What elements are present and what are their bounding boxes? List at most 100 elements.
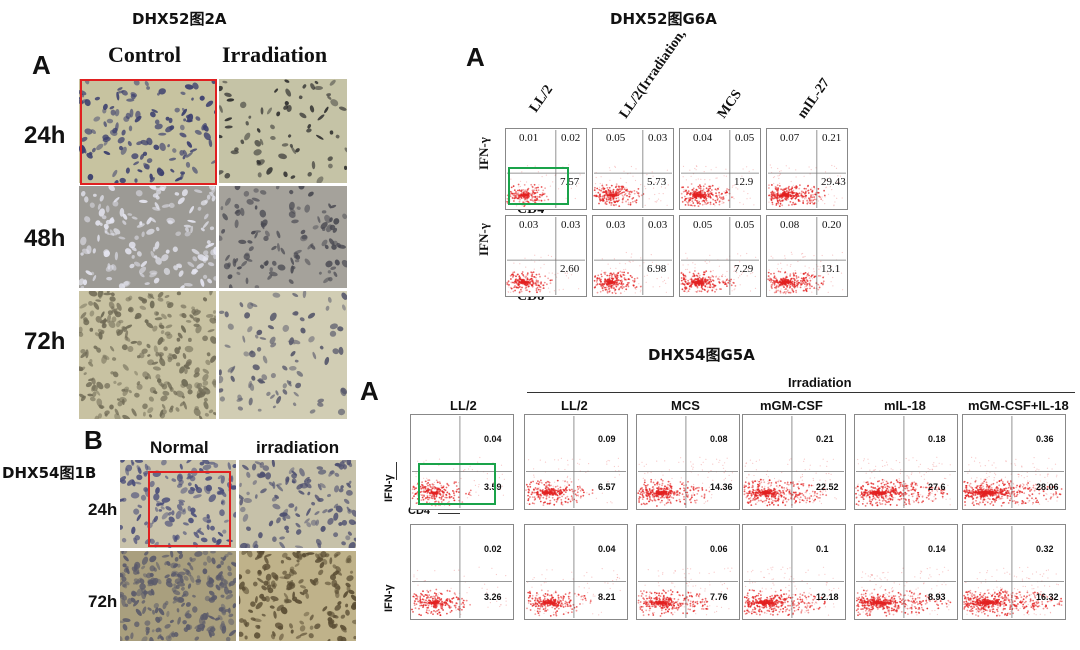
- fig1-row-72h: 72h: [24, 328, 66, 355]
- micrograph-control-48h: [79, 186, 216, 288]
- fig4-r2-c3-lr: 7.76: [710, 592, 728, 602]
- fig2-r2-c2-ul: 0.03: [606, 219, 626, 231]
- fig4-plot-r1-c2: [524, 414, 628, 510]
- micrograph-cells: [79, 291, 216, 419]
- micrograph-irradiation-72h-b: [239, 551, 356, 641]
- fig4-col-mcs: MCS: [671, 398, 700, 413]
- fig4-plot-r2-c6: [962, 524, 1066, 620]
- fig4-plot-r1-c4: [742, 414, 846, 510]
- fig4-r1-c2-lr: 6.57: [598, 482, 616, 492]
- fig4-r1-c1-ur: 0.04: [484, 434, 502, 444]
- micrograph-irradiation-72h: [219, 291, 347, 419]
- fig4-r1-c4-lr: 22.52: [816, 482, 839, 492]
- fig2-plot-r2-c1: [505, 215, 587, 297]
- micrograph-cells: [219, 186, 347, 288]
- micrograph-cells: [120, 460, 236, 548]
- fig4-r2-c2-ur: 0.04: [598, 544, 616, 554]
- fig2-gate-highlight: [508, 167, 569, 205]
- fig2-r2-c1-ur: 0.03: [561, 219, 581, 231]
- micrograph-normal-24h: [120, 460, 236, 548]
- fig2-r1-c2-lr: 5.73: [647, 176, 667, 188]
- fig4-plot-r1-c1: [410, 414, 514, 510]
- fig4-gate-highlight: [418, 463, 496, 505]
- micrograph-normal-72h: [120, 551, 236, 641]
- fig4-r1-c3-lr: 14.36: [710, 482, 733, 492]
- fig2-r1-c4-ul: 0.07: [780, 132, 800, 144]
- highlight-box-normal-24h: [148, 471, 231, 547]
- fig2-r1-c3-ul: 0.04: [693, 132, 713, 144]
- fig2-plot-r1-c1: [505, 128, 587, 210]
- fig2-r1-c2-ul: 0.05: [606, 132, 626, 144]
- fig4-r2-c1-ur: 0.02: [484, 544, 502, 554]
- fig4-col-ll2: LL/2: [450, 398, 477, 413]
- fig4-r1-c4-ur: 0.21: [816, 434, 834, 444]
- fig2-r2-c3-lr: 7.29: [734, 263, 754, 275]
- fig1-row-24h: 24h: [24, 122, 66, 149]
- fig4-plot-r1-c3: [636, 414, 740, 510]
- fig3-row-72h: 72h: [88, 592, 118, 611]
- fig4-r2-c4-lr: 12.18: [816, 592, 839, 602]
- fig2-r2-c2-ur: 0.03: [648, 219, 668, 231]
- fig2-r2-c4-lr: 13.1: [821, 263, 841, 275]
- fig3-col-irradiation: irradiation: [256, 438, 340, 457]
- micrograph-cells: [239, 460, 356, 548]
- highlight-box-control-24h: [80, 79, 217, 185]
- fig2-r1-c1-ur: 0.02: [561, 132, 581, 144]
- fig4-row2-ylabel: IFN-γ: [383, 584, 395, 613]
- fig4-r2-c4-ur: 0.1: [816, 544, 829, 554]
- fig4-col-combo: mGM-CSF+IL-18: [968, 398, 1069, 413]
- fig4-r1-c3-ur: 0.08: [710, 434, 728, 444]
- fig2-col-ll2: LL/2: [526, 82, 557, 116]
- fig4-col-ll2-irr: LL/2: [561, 398, 588, 413]
- fig2-r2-c2-lr: 6.98: [647, 263, 667, 275]
- fig4-col-mgmcsf: mGM-CSF: [760, 398, 823, 413]
- fig1-row-48h: 48h: [24, 225, 66, 252]
- fig4-col-mil18: mIL-18: [884, 398, 926, 413]
- fig4-r2-c2-lr: 8.21: [598, 592, 616, 602]
- micrograph-cells: [79, 186, 216, 288]
- fig3-col-normal: Normal: [150, 438, 209, 457]
- fig4-plot-r1-c6: [962, 414, 1066, 510]
- fig2-row1-ylabel: IFN-γ: [476, 137, 491, 170]
- fig4-xarrow: [438, 513, 460, 514]
- fig2-plot-r1-c3: [679, 128, 761, 210]
- micrograph-cells: [239, 551, 356, 641]
- micrograph-irradiation-24h: [219, 79, 347, 183]
- fig4-plot-r2-c3: [636, 524, 740, 620]
- fig2-r1-c2-ur: 0.03: [648, 132, 668, 144]
- fig2-plot-r1-c4: [766, 128, 848, 210]
- fig2-title: DHX52图G6A: [610, 10, 717, 28]
- fig2-r2-c4-ur: 0.20: [822, 219, 842, 231]
- fig4-group-line: [527, 392, 1075, 393]
- fig2-row2-ylabel: IFN-γ: [476, 223, 491, 256]
- fig4-plot-r2-c5: [854, 524, 958, 620]
- fig2-r2-c1-lr: 2.60: [560, 263, 580, 275]
- fig2-r1-c1-ul: 0.01: [519, 132, 539, 144]
- fig4-r1-c1-lr: 3.59: [484, 482, 502, 492]
- fig4-r1-c2-ur: 0.09: [598, 434, 616, 444]
- fig4-plot-r2-c1: [410, 524, 514, 620]
- fig2-r2-c3-ur: 0.05: [735, 219, 755, 231]
- fig4-r1-c6-ur: 0.36: [1036, 434, 1054, 444]
- fig2-plot-r2-c3: [679, 215, 761, 297]
- fig2-col-mil27: mIL-27: [794, 75, 834, 122]
- micrograph-control-72h: [79, 291, 216, 419]
- fig4-r1-c5-ur: 0.18: [928, 434, 946, 444]
- fig4-r2-c6-lr: 16.32: [1036, 592, 1059, 602]
- fig4-title: DHX54图G5A: [648, 346, 755, 364]
- fig2-r1-c1-lr: 7.57: [560, 176, 580, 188]
- fig2-r1-c3-lr: 12.9: [734, 176, 754, 188]
- micrograph-control-24h: [79, 79, 216, 183]
- fig1-panel-letter: A: [32, 50, 51, 80]
- fig2-plot-r2-c4: [766, 215, 848, 297]
- fig2-r2-c4-ul: 0.08: [780, 219, 800, 231]
- micrograph-cells: [219, 79, 347, 183]
- fig4-r2-c6-ur: 0.32: [1036, 544, 1054, 554]
- fig4-r2-c5-lr: 8.93: [928, 592, 946, 602]
- fig4-yarrow: [396, 462, 397, 480]
- fig2-plot-r2-c2: [592, 215, 674, 297]
- micrograph-cells: [120, 551, 236, 641]
- fig1-col-irradiation: Irradiation: [222, 42, 328, 67]
- fig1-title: DHX52图2A: [132, 10, 227, 28]
- fig4-r2-c5-ur: 0.14: [928, 544, 946, 554]
